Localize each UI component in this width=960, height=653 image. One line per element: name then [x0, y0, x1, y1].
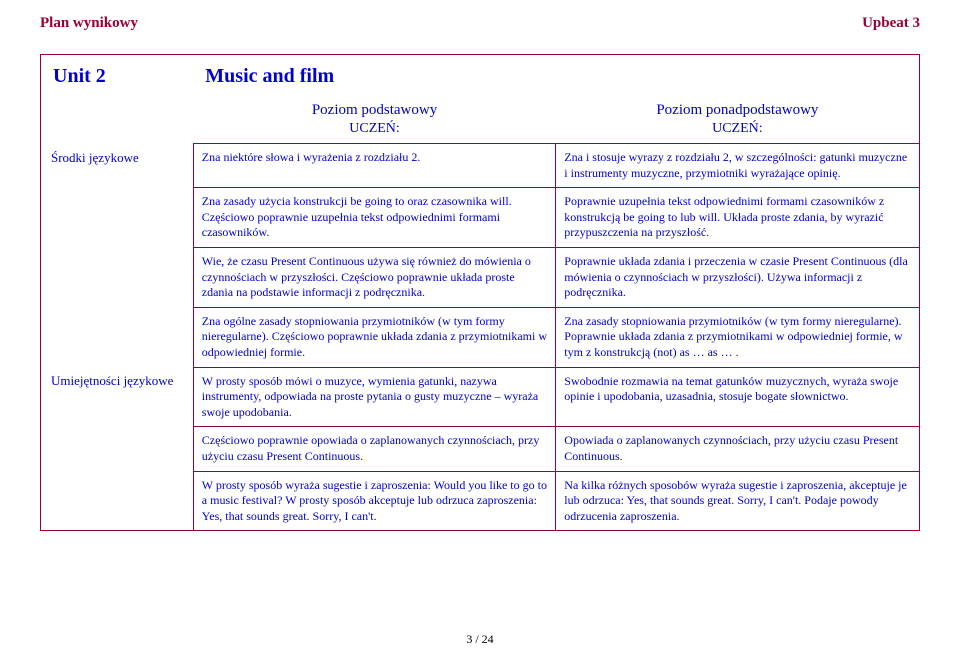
cell-basic: Zna ogólne zasady stopniowania przymiotn… — [193, 307, 556, 367]
cell-basic: W prosty sposób wyraża sugestie i zapros… — [193, 471, 556, 531]
cell-extended: Zna i stosuje wyrazy z rozdziału 2, w sz… — [556, 144, 920, 188]
section-language-skills: Umiejętności językowe — [41, 367, 194, 531]
header-right: Upbeat 3 — [862, 15, 920, 32]
cell-extended: Na kilka różnych sposobów wyraża sugesti… — [556, 471, 920, 531]
unit-title: Music and film — [205, 65, 334, 87]
cell-extended: Opowiada o zaplanowanych czynnościach, p… — [556, 427, 920, 471]
cell-extended: Zna zasady stopniowania przymiotników (w… — [556, 307, 920, 367]
cell-basic: Wie, że czasu Present Continuous używa s… — [193, 247, 556, 307]
cell-basic: Zna zasady użycia konstrukcji be going t… — [193, 188, 556, 248]
cell-extended: Poprawnie uzupełnia tekst odpowiednimi f… — [556, 188, 920, 248]
curriculum-table: Unit 2 Music and film Poziom podstawowy … — [40, 54, 920, 531]
level-extended-header: Poziom ponadpodstawowy — [556, 96, 920, 121]
cell-basic: W prosty sposób mówi o muzyce, wymienia … — [193, 367, 556, 427]
cell-extended: Swobodnie rozmawia na temat gatunków muz… — [556, 367, 920, 427]
header-left: Plan wynikowy — [40, 15, 138, 32]
level-basic-header: Poziom podstawowy — [193, 96, 556, 121]
cell-basic: Częściowo poprawnie opowiada o zaplanowa… — [193, 427, 556, 471]
page-number: 3 / 24 — [0, 632, 960, 647]
cell-basic: Zna niektóre słowa i wyrażenia z rozdzia… — [193, 144, 556, 188]
cell-extended: Poprawnie układa zdania i przeczenia w c… — [556, 247, 920, 307]
section-language-means: Środki językowe — [41, 144, 194, 368]
unit-label: Unit 2 — [53, 65, 106, 87]
student-label-basic: UCZEŃ: — [193, 121, 556, 144]
student-label-extended: UCZEŃ: — [556, 121, 920, 144]
document-header: Plan wynikowy Upbeat 3 — [40, 15, 920, 32]
